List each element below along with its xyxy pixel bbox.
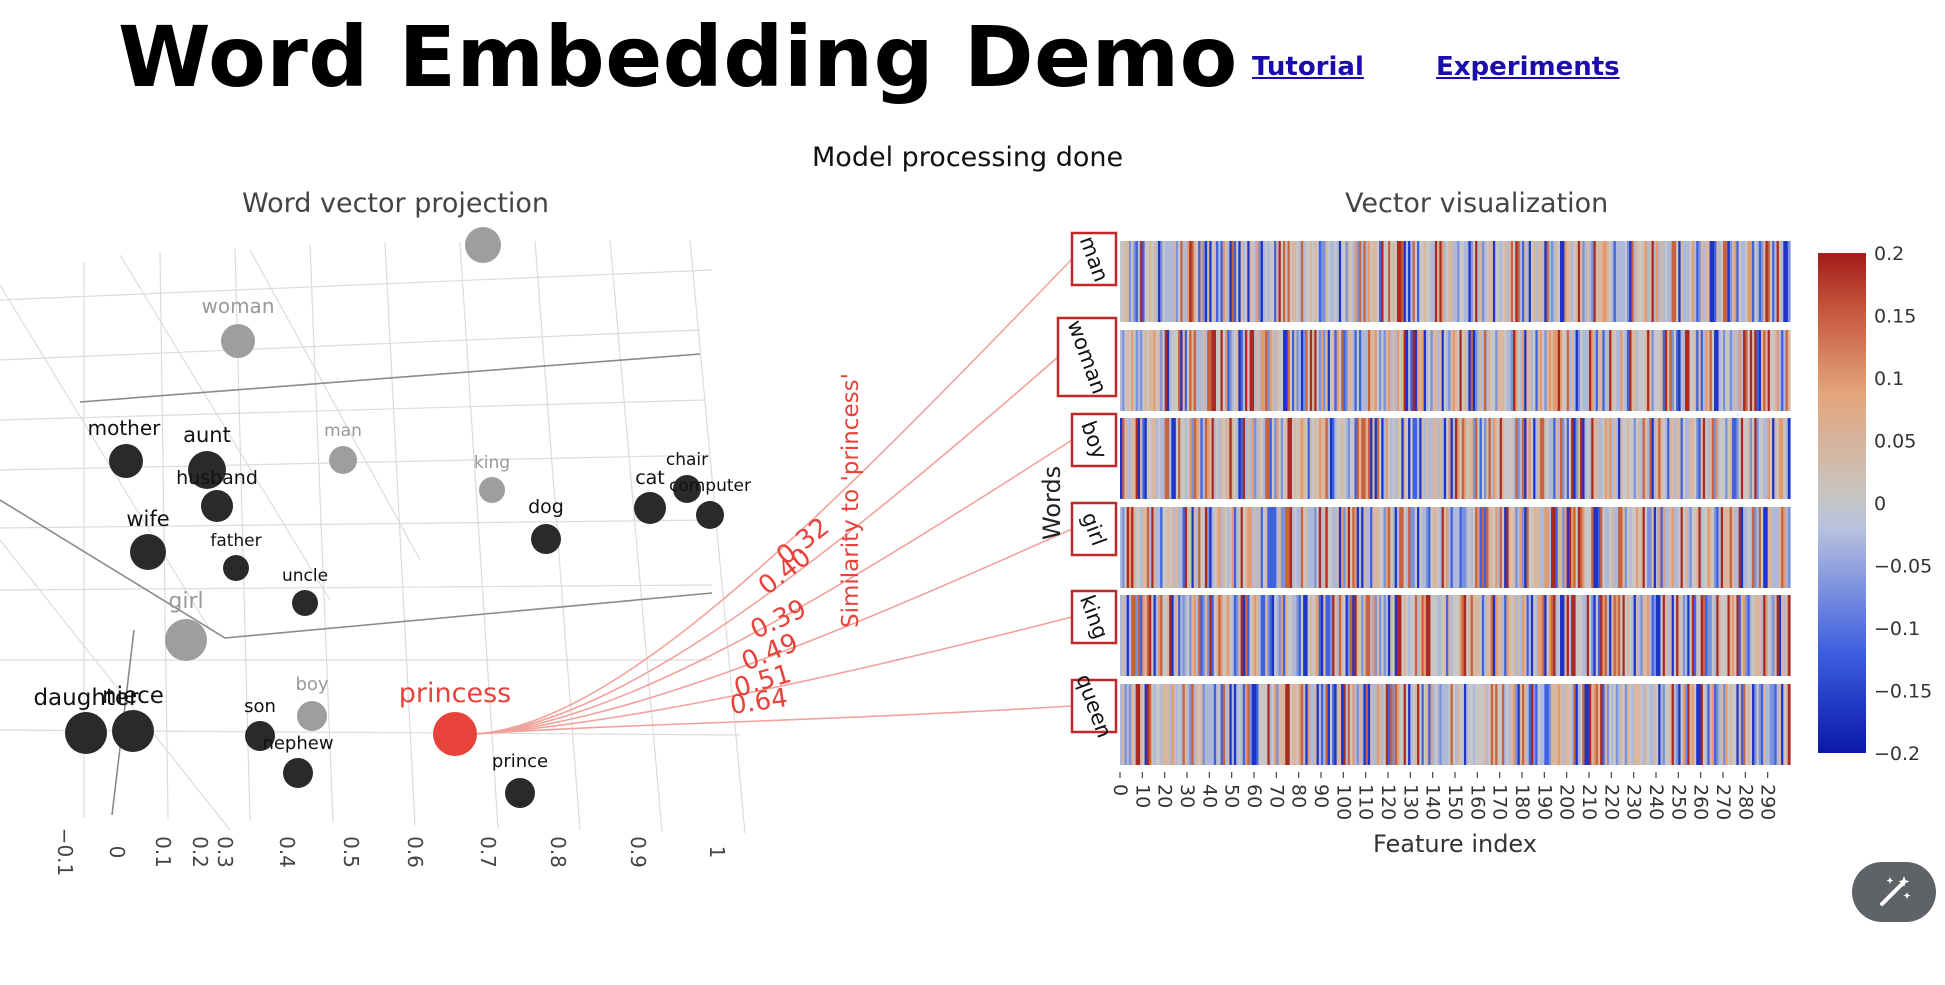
- x-tick-label: 260: [1690, 784, 1712, 820]
- x-tick-label: 90: [1310, 784, 1332, 808]
- x-tick-label: 150: [1444, 784, 1466, 820]
- x-tick-label: 40: [1198, 784, 1220, 808]
- x-tick-label: 120: [1377, 784, 1399, 820]
- heatmap-row-queen: [1120, 684, 1791, 765]
- x-tick-label: 270: [1712, 784, 1734, 820]
- word-box-queen: [1070, 678, 1118, 734]
- heatmap-row-king: [1120, 595, 1791, 676]
- x-tick-label: 70: [1265, 784, 1287, 808]
- x-tick-label: 280: [1734, 784, 1756, 820]
- x-tick-label: 160: [1466, 784, 1488, 820]
- colorbar-tick: 0.2: [1874, 243, 1904, 265]
- word-box-woman: [1056, 316, 1118, 398]
- edit-button[interactable]: [1852, 862, 1936, 922]
- tutorial-link[interactable]: Tutorial: [1252, 52, 1364, 82]
- colorbar-tick: 0.1: [1874, 368, 1904, 390]
- heatmap-xlabel: Feature index: [1373, 830, 1537, 858]
- heatmap-row-woman: [1120, 330, 1791, 411]
- x-tick-label: 180: [1511, 784, 1533, 820]
- x-tick-label: 130: [1399, 784, 1421, 820]
- x-tick-label: 240: [1645, 784, 1667, 820]
- colorbar-tick: 0.15: [1874, 306, 1916, 328]
- experiments-link[interactable]: Experiments: [1436, 52, 1620, 82]
- heatmap-row-girl: [1120, 507, 1791, 588]
- x-tick-label: 20: [1154, 784, 1176, 808]
- colorbar-tick: −0.2: [1874, 743, 1920, 765]
- x-tick-label: 190: [1533, 784, 1555, 820]
- heatmap-row-man: [1120, 241, 1791, 322]
- heatmap-x-ticks: 0 10 20 30 40 50 60 70 80 90 100 110 120 130 140 150 160…: [1109, 772, 1779, 820]
- x-tick-label: 60: [1243, 784, 1265, 808]
- colorbar-tick: −0.05: [1874, 556, 1932, 578]
- x-tick-label: 80: [1288, 784, 1310, 808]
- heatmap-title: Vector visualization: [1345, 188, 1609, 219]
- app-title: Word Embedding Demo: [118, 8, 1238, 106]
- x-tick-label: 10: [1131, 784, 1153, 808]
- heatmap-ylabel: Words: [1038, 466, 1066, 540]
- x-tick-label: 230: [1623, 784, 1645, 820]
- word-box-boy: [1070, 412, 1118, 468]
- colorbar: [1818, 253, 1866, 753]
- colorbar-tick: 0.05: [1874, 431, 1916, 453]
- x-tick-label: 30: [1176, 784, 1198, 808]
- heatmap-rows: [1120, 241, 1791, 765]
- colorbar-ticks: 0.2 0.15 0.1 0.05 0 −0.05 −0.1 −0.15 −0.2: [1874, 243, 1932, 765]
- word-box-man: [1070, 231, 1118, 287]
- x-tick-label: 250: [1667, 784, 1689, 820]
- x-tick-label: 210: [1578, 784, 1600, 820]
- x-tick-label: 50: [1221, 784, 1243, 808]
- x-tick-label: 140: [1422, 784, 1444, 820]
- x-tick-label: 110: [1355, 784, 1377, 820]
- word-box-girl: [1070, 501, 1118, 557]
- x-tick-label: 100: [1332, 784, 1354, 820]
- heatmap-row-boy: [1120, 418, 1791, 499]
- colorbar-tick: −0.1: [1874, 618, 1920, 640]
- word-box-king: [1070, 589, 1118, 645]
- x-tick-label: 290: [1757, 784, 1779, 820]
- status-text: Model processing done: [812, 142, 1124, 173]
- colorbar-tick: 0: [1874, 493, 1886, 515]
- magic-wand-icon: [1880, 876, 1911, 906]
- projection-title: Word vector projection: [242, 188, 550, 219]
- x-tick-label: 0: [1109, 784, 1131, 796]
- x-tick-label: 170: [1489, 784, 1511, 820]
- colorbar-tick: −0.15: [1874, 681, 1932, 703]
- x-tick-label: 220: [1600, 784, 1622, 820]
- x-tick-label: 200: [1556, 784, 1578, 820]
